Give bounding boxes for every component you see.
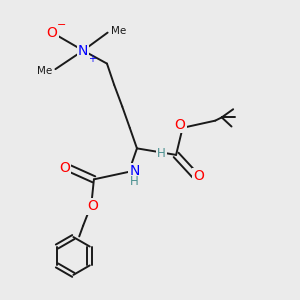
Text: O: O [175, 118, 185, 132]
Text: Me: Me [111, 26, 126, 36]
Text: O: O [47, 26, 58, 40]
Text: O: O [59, 161, 70, 175]
Text: Me: Me [37, 66, 52, 76]
Text: H: H [158, 147, 166, 160]
Text: H: H [130, 175, 139, 188]
Text: N: N [78, 44, 88, 58]
Text: O: O [88, 200, 98, 213]
Text: N: N [130, 164, 140, 178]
Text: O: O [193, 169, 204, 183]
Text: +: + [88, 54, 96, 64]
Text: −: − [57, 20, 66, 30]
